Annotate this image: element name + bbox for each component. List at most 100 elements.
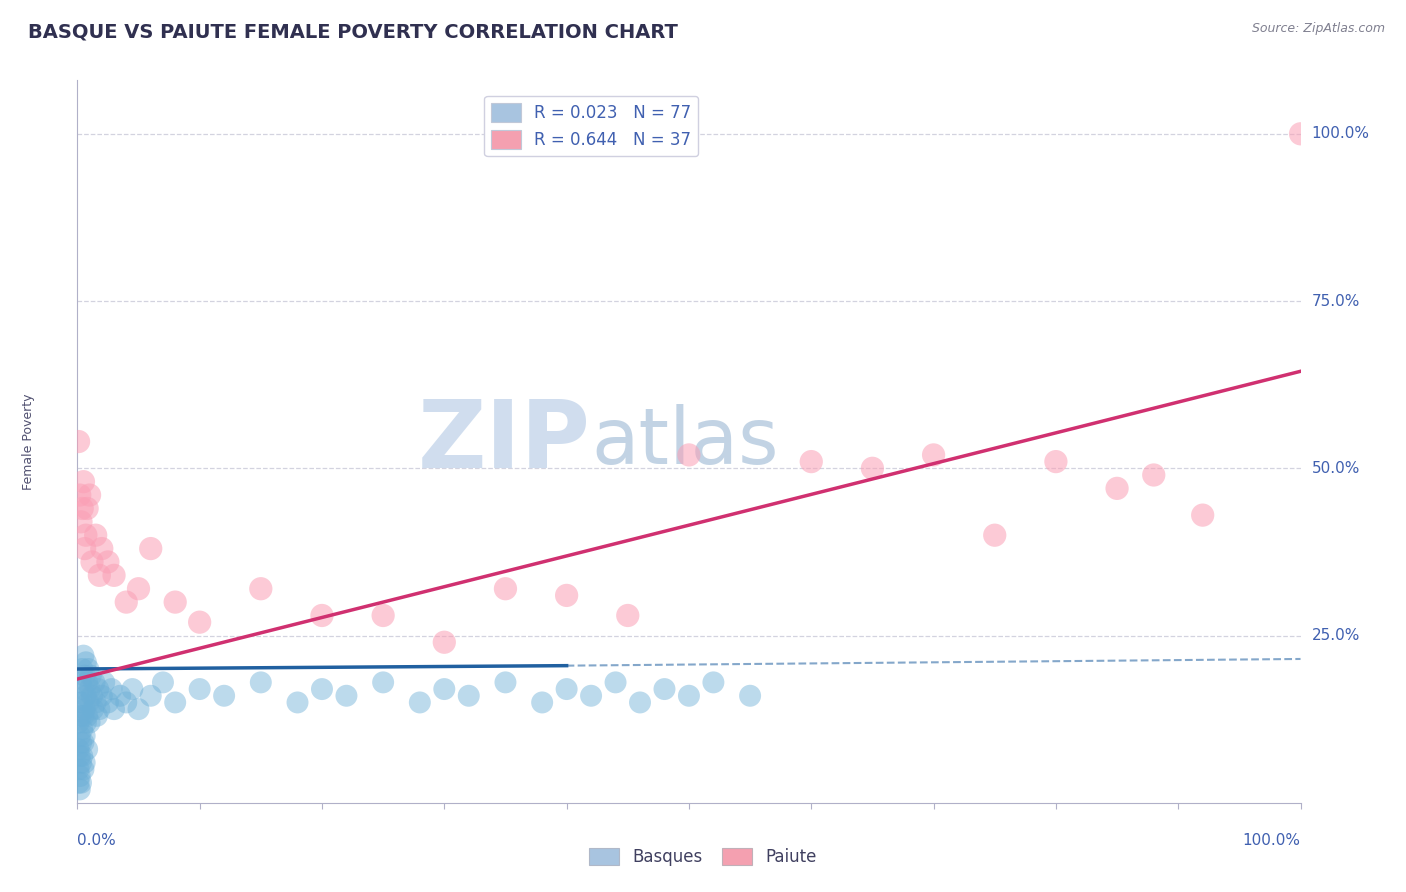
Point [97,696,120,710]
Point [287,696,309,710]
Point [103,568,125,582]
Point [371,608,394,623]
Point [188,681,211,696]
Point [108,689,131,703]
Point [139,689,162,703]
Point [89,702,111,716]
Point [70,675,93,690]
Point [1107,482,1129,496]
Point [76,742,98,756]
Point [1191,508,1213,523]
Point [90,689,112,703]
Point [73,702,96,716]
Point [654,681,676,696]
Point [628,696,651,710]
Point [87,681,110,696]
Point [139,541,162,556]
Point [89,568,111,582]
Point [73,756,96,770]
Point [75,655,97,669]
Point [121,681,143,696]
Point [579,689,602,703]
Point [67,742,90,756]
Point [984,528,1007,542]
Point [702,675,724,690]
Point [617,608,640,623]
Point [115,696,138,710]
Point [250,582,273,596]
Point [311,608,333,623]
Point [1289,127,1312,141]
Point [922,448,945,462]
Text: 100.0%: 100.0% [1243,833,1301,848]
Point [86,708,108,723]
Point [409,696,432,710]
Text: atlas: atlas [591,403,779,480]
Point [69,729,91,743]
Point [165,696,187,710]
Point [127,582,149,596]
Point [531,696,554,710]
Text: Source: ZipAtlas.com: Source: ZipAtlas.com [1251,22,1385,36]
Text: 25.0%: 25.0% [1312,628,1360,643]
Point [70,735,93,749]
Point [72,475,94,489]
Point [70,515,93,529]
Point [740,689,762,703]
Point [250,675,273,690]
Point [72,648,94,663]
Point [93,675,115,690]
Point [76,675,98,690]
Point [1143,467,1166,482]
Point [433,635,456,649]
Point [70,723,93,737]
Legend: Basques, Paiute: Basques, Paiute [582,841,824,873]
Point [79,488,101,502]
Point [67,776,90,790]
Point [79,681,101,696]
Point [800,455,823,469]
Text: 50.0%: 50.0% [1312,461,1360,475]
Point [152,675,174,690]
Point [73,729,96,743]
Text: ZIP: ZIP [418,395,591,488]
Text: BASQUE VS PAIUTE FEMALE POVERTY CORRELATION CHART: BASQUE VS PAIUTE FEMALE POVERTY CORRELAT… [28,22,678,41]
Point [862,461,884,475]
Point [69,488,91,502]
Point [77,696,100,710]
Point [80,555,103,569]
Point [80,689,103,703]
Point [69,749,91,764]
Point [1045,455,1067,469]
Point [457,689,479,703]
Point [115,595,138,609]
Point [72,735,94,749]
Point [67,715,90,730]
Point [72,762,94,776]
Point [678,689,700,703]
Point [555,681,578,696]
Point [433,681,456,696]
Text: Female Poverty: Female Poverty [22,393,35,490]
Point [76,501,98,516]
Point [70,776,93,790]
Point [70,708,93,723]
Point [70,749,93,764]
Point [70,696,93,710]
Point [555,589,578,603]
Point [70,662,93,676]
Point [73,669,96,683]
Point [212,689,235,703]
Point [76,708,98,723]
Point [72,681,94,696]
Point [75,528,97,542]
Point [605,675,627,690]
Point [73,541,96,556]
Point [311,681,333,696]
Point [67,434,90,449]
Point [77,662,100,676]
Point [75,715,97,730]
Point [90,541,112,556]
Point [75,689,97,703]
Point [80,669,103,683]
